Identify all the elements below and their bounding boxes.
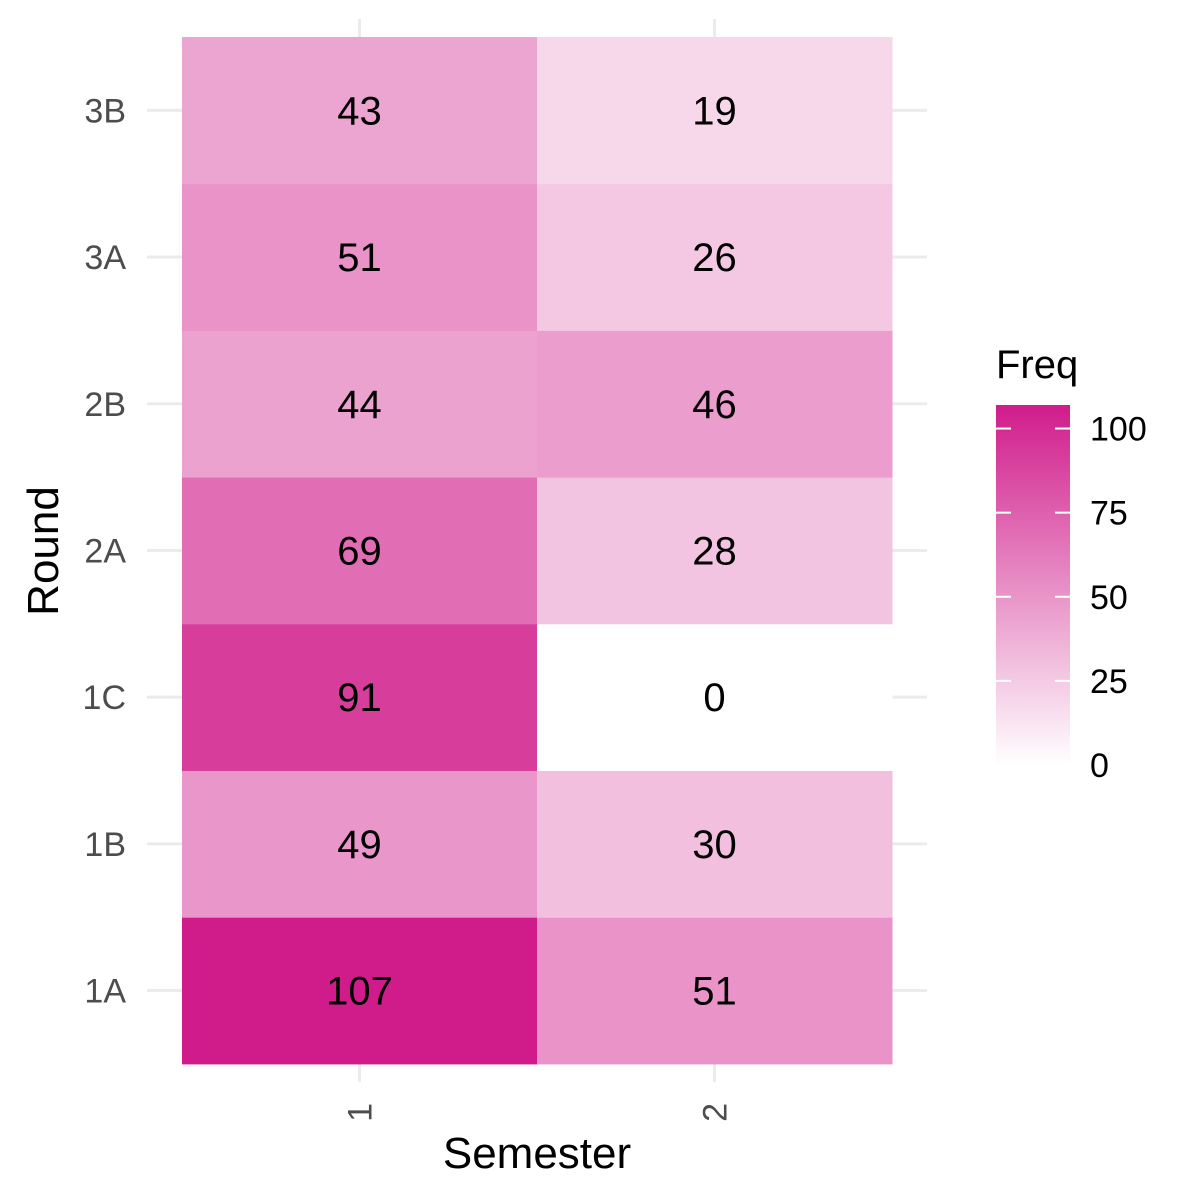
y-tick-label: 1B [84, 826, 126, 864]
x-tick-label: 2 [697, 1103, 735, 1122]
legend: Freq 0 25 50 75 100 [996, 343, 1147, 785]
heatmap-cell [537, 330, 893, 478]
legend-tick-label: 50 [1090, 579, 1128, 617]
legend-tick-label: 25 [1090, 663, 1128, 701]
cell-value-label: 0 [703, 676, 725, 720]
cell-value-label: 43 [337, 89, 382, 133]
legend-tick-label: 100 [1090, 411, 1147, 449]
cell-value-label: 46 [692, 383, 737, 427]
cell-value-label: 91 [337, 676, 382, 720]
heatmap-cell [537, 770, 893, 918]
cell-value-label: 28 [692, 529, 737, 573]
cell-value-label: 30 [692, 823, 737, 867]
cell-value-label: 44 [337, 383, 382, 427]
cell-value-label: 19 [692, 89, 737, 133]
heatmap-cells [182, 37, 893, 1065]
heatmap-cell [182, 623, 538, 771]
y-tick-label: 3A [84, 239, 126, 277]
cell-value-label: 69 [337, 529, 382, 573]
legend-colorbar [996, 405, 1070, 765]
legend-title: Freq [996, 343, 1078, 387]
legend-tick-label: 75 [1090, 495, 1128, 533]
heatmap-cell [182, 477, 538, 625]
heatmap-cell [537, 623, 893, 771]
heatmap-cell [537, 183, 893, 331]
cell-labels: 107 51 49 30 91 0 69 28 44 46 51 26 43 19 [326, 89, 737, 1013]
y-tick-label: 3B [84, 92, 126, 130]
x-tick-label: 1 [342, 1103, 380, 1122]
heatmap-cell [182, 917, 538, 1065]
cell-value-label: 51 [692, 970, 737, 1014]
legend-tick-label: 0 [1090, 747, 1109, 785]
heatmap-cell [182, 183, 538, 331]
heatmap-cell [537, 917, 893, 1065]
cell-value-label: 51 [337, 236, 382, 280]
y-axis-ticks: 1A 1B 1C 2A 2B 3A 3B [83, 92, 127, 1010]
heatmap-cell [537, 477, 893, 625]
cell-value-label: 107 [326, 970, 393, 1014]
legend-ticks: 0 25 50 75 100 [996, 411, 1147, 785]
heatmap-cell [537, 37, 893, 185]
x-axis-title: Semester [443, 1129, 631, 1178]
heatmap-cell [182, 37, 538, 185]
heatmap-cell [182, 330, 538, 478]
cell-value-label: 26 [692, 236, 737, 280]
heatmap-cell [182, 770, 538, 918]
y-tick-label: 2A [84, 532, 126, 570]
y-tick-label: 1C [83, 679, 126, 717]
cell-value-label: 49 [337, 823, 382, 867]
y-axis-title: Round [19, 486, 68, 616]
y-tick-label: 1A [84, 973, 126, 1011]
y-tick-label: 2B [84, 386, 126, 424]
